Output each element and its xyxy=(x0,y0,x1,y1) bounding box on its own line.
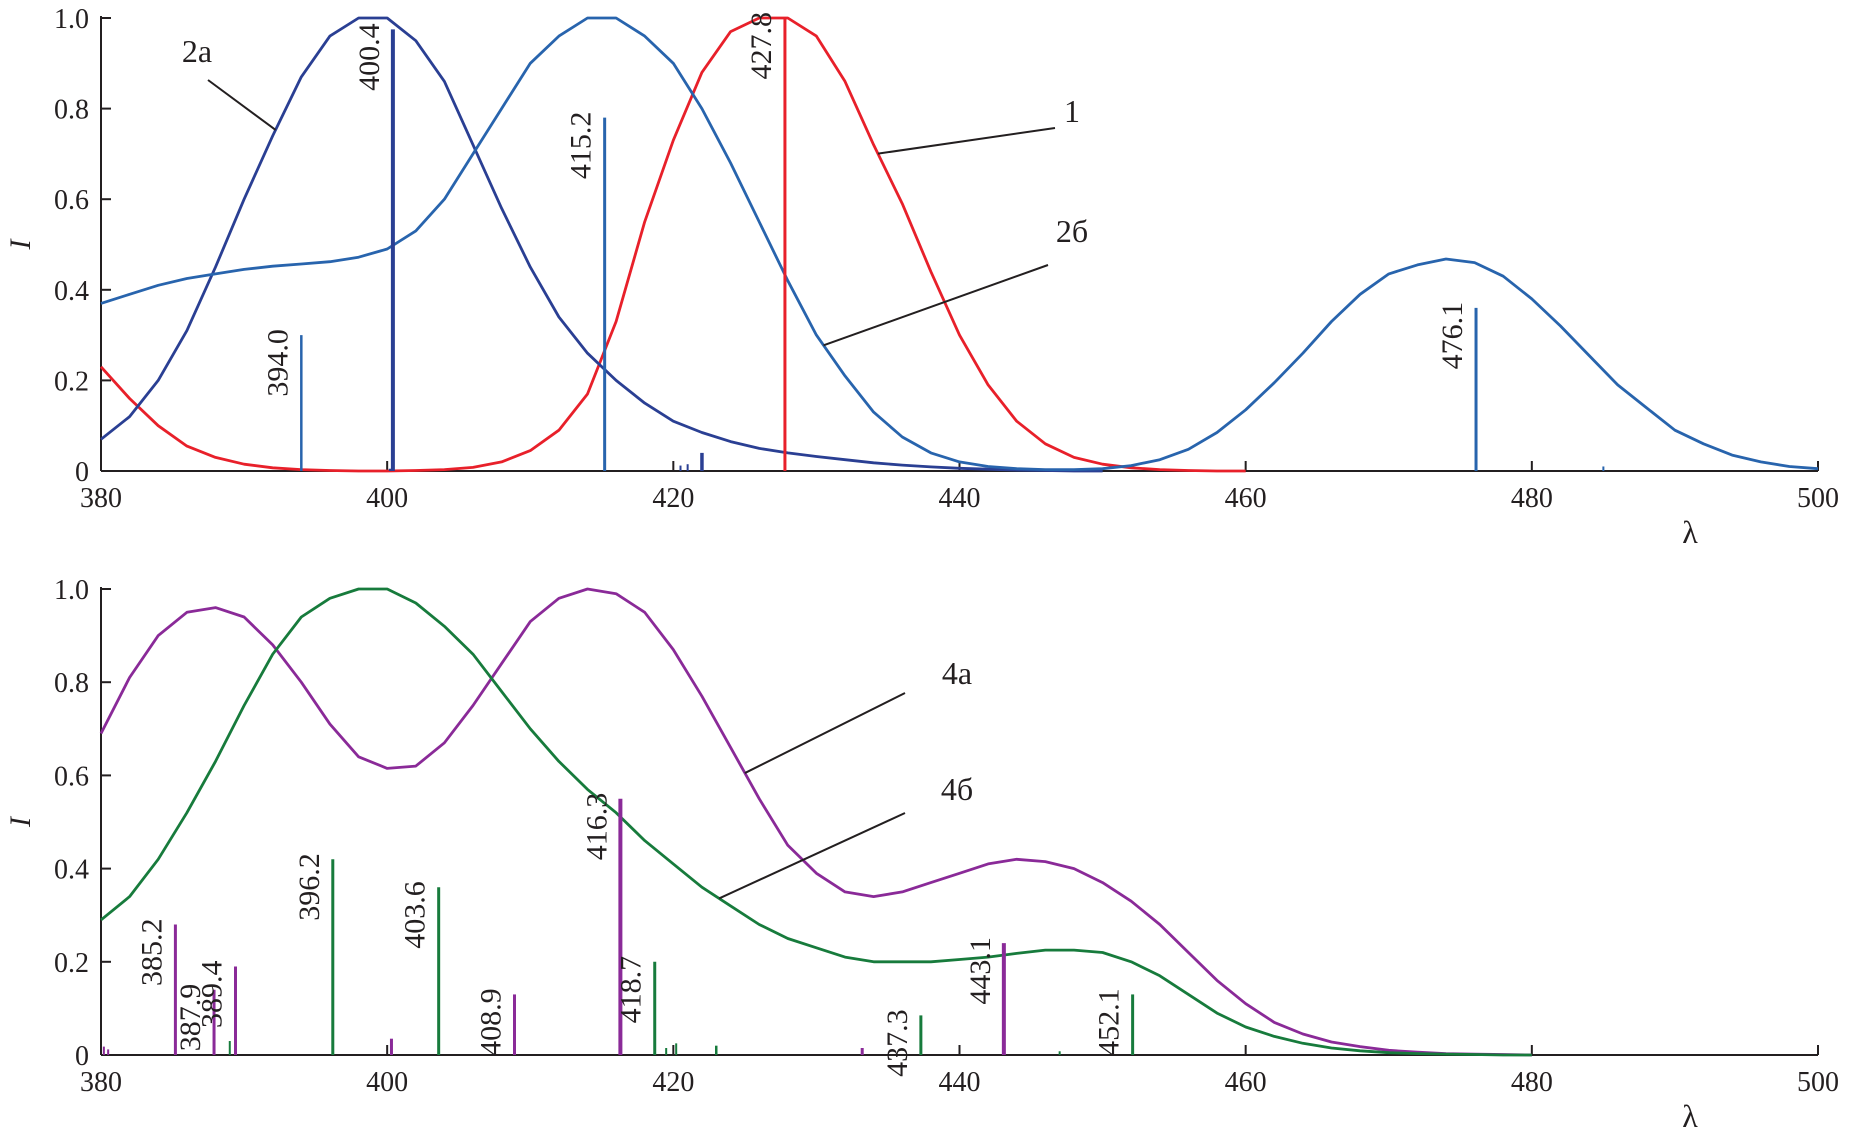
stick-label: 476.1 xyxy=(1436,302,1469,370)
x-tick-label: 380 xyxy=(80,1067,122,1098)
curve-label-2: 2а xyxy=(182,33,212,69)
annotation-leader xyxy=(877,127,1056,155)
y-axis-label: I xyxy=(4,238,37,251)
x-tick-label: 440 xyxy=(939,483,981,514)
y-tick-label: 0.6 xyxy=(54,761,89,792)
stick-label: 415.2 xyxy=(565,112,598,180)
x-tick-label: 440 xyxy=(939,1067,981,1098)
curve-2 xyxy=(100,16,1103,473)
x-tick-label: 460 xyxy=(1225,1067,1267,1098)
stick-label: 389.4 xyxy=(195,960,228,1028)
curve-label-4: 4а xyxy=(942,655,972,691)
x-tick-label: 420 xyxy=(652,483,694,514)
annotation-leader xyxy=(207,79,277,131)
x-axis-label: λ xyxy=(1682,1098,1698,1134)
y-tick-label: 0.4 xyxy=(54,276,89,307)
stick-label: 400.4 xyxy=(353,23,386,91)
stick-label: 396.2 xyxy=(293,853,326,921)
annotation-leader xyxy=(823,264,1049,347)
x-tick-label: 480 xyxy=(1511,483,1553,514)
stick-label: 387.9 xyxy=(174,984,207,1052)
stick-label: 418.7 xyxy=(615,956,648,1024)
x-tick-label: 400 xyxy=(366,1067,408,1098)
annotation-leader xyxy=(718,812,906,900)
y-tick-label: 0 xyxy=(75,457,89,488)
stick-label: 452.1 xyxy=(1093,988,1126,1055)
curve-label-4: 4б xyxy=(941,771,973,807)
x-tick-label: 480 xyxy=(1511,1067,1553,1098)
x-tick-label: 400 xyxy=(366,483,408,514)
x-tick-label: 460 xyxy=(1225,483,1267,514)
stick-label: 427.8 xyxy=(745,12,778,80)
y-tick-label: 0.8 xyxy=(54,95,89,126)
stick-label: 437.3 xyxy=(881,1009,914,1077)
y-tick-label: 0.8 xyxy=(54,668,89,699)
curve-4 xyxy=(99,587,1532,1057)
stick-label: 443.1 xyxy=(964,937,997,1005)
y-tick-label: 0.2 xyxy=(54,366,89,397)
curve-4 xyxy=(100,587,1532,1057)
y-tick-label: 1.0 xyxy=(54,575,89,606)
stick-label: 385.2 xyxy=(135,919,168,987)
curve-2 xyxy=(100,16,1819,471)
curve-1 xyxy=(99,16,1246,473)
top-panel: 0 0.2 0.4 0.6 0.8 1.0 380 400 420 440 460 480 500 Iλ 3… xyxy=(4,4,1839,550)
y-tick-label: 1.0 xyxy=(54,4,89,35)
x-tick-label: 500 xyxy=(1797,1067,1839,1098)
y-tick-label: 0.2 xyxy=(54,948,89,979)
y-axis-label: I xyxy=(4,815,37,828)
y-tick-label: 0 xyxy=(75,1041,89,1072)
stick-label: 394.0 xyxy=(261,329,294,397)
curve-label-1: 1 xyxy=(1064,93,1080,129)
bottom-panel: 0 0.2 0.4 0.6 0.8 1.0 380 400 420 440 460 480 500 Iλ 3… xyxy=(4,575,1839,1134)
curve-label-2: 2б xyxy=(1056,213,1088,249)
stick-label: 416.3 xyxy=(580,793,613,861)
x-tick-label: 420 xyxy=(652,1067,694,1098)
stick-label: 403.6 xyxy=(399,881,432,949)
annotation-leader xyxy=(744,692,906,774)
stick-label: 408.9 xyxy=(475,988,508,1056)
x-tick-label: 500 xyxy=(1797,483,1839,514)
y-tick-label: 0.4 xyxy=(54,855,89,886)
x-axis-label: λ xyxy=(1682,514,1698,550)
x-tick-label: 380 xyxy=(80,483,122,514)
y-tick-label: 0.6 xyxy=(54,185,89,216)
